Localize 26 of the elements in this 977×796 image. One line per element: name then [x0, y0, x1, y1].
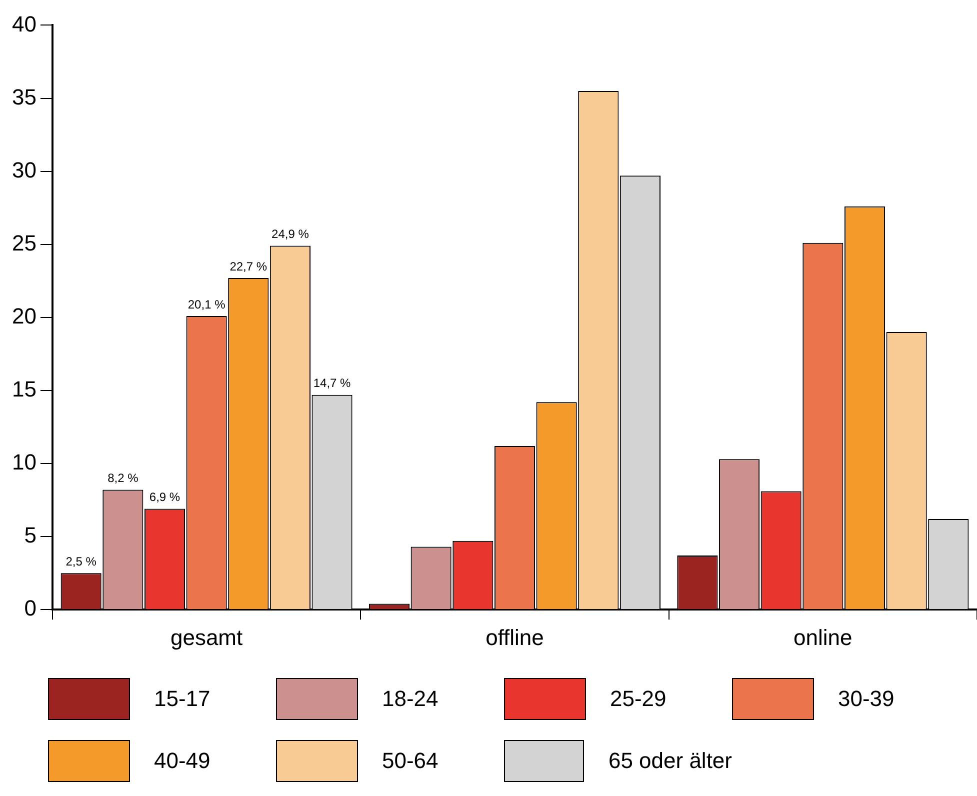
y-tick-label: 0 — [24, 596, 36, 621]
y-tick-label: 30 — [12, 157, 36, 182]
legend-label: 18-24 — [382, 686, 438, 712]
legend-label: 40-49 — [154, 748, 210, 774]
data-label: 24,9 % — [272, 227, 310, 242]
data-label: 6,9 % — [149, 490, 180, 504]
data-label: 22,7 % — [230, 259, 268, 274]
legend-label: 15-17 — [154, 686, 210, 712]
y-tick-label: 20 — [12, 303, 36, 328]
x-tick-label: offline — [486, 624, 544, 650]
data-label: 14,7 % — [313, 376, 352, 390]
legend-label: 50-64 — [382, 748, 438, 774]
legend-label: 30-39 — [838, 686, 894, 712]
y-tick-label: 35 — [12, 84, 36, 110]
x-tick-label: gesamt — [170, 624, 243, 650]
y-tick-label: 40 — [12, 11, 36, 36]
y-tick-label: 15 — [12, 376, 36, 402]
data-label: 20,1 % — [188, 297, 226, 312]
y-tick-label: 25 — [12, 230, 36, 256]
data-label: 8,2 % — [108, 471, 139, 486]
y-tick-label: 10 — [12, 450, 36, 475]
y-tick-label: 5 — [24, 522, 36, 548]
legend-label: 25-29 — [610, 686, 666, 712]
legend-label: 65 oder älter — [608, 748, 732, 774]
data-label: 2,5 % — [66, 554, 97, 568]
x-tick-label: online — [794, 624, 852, 650]
